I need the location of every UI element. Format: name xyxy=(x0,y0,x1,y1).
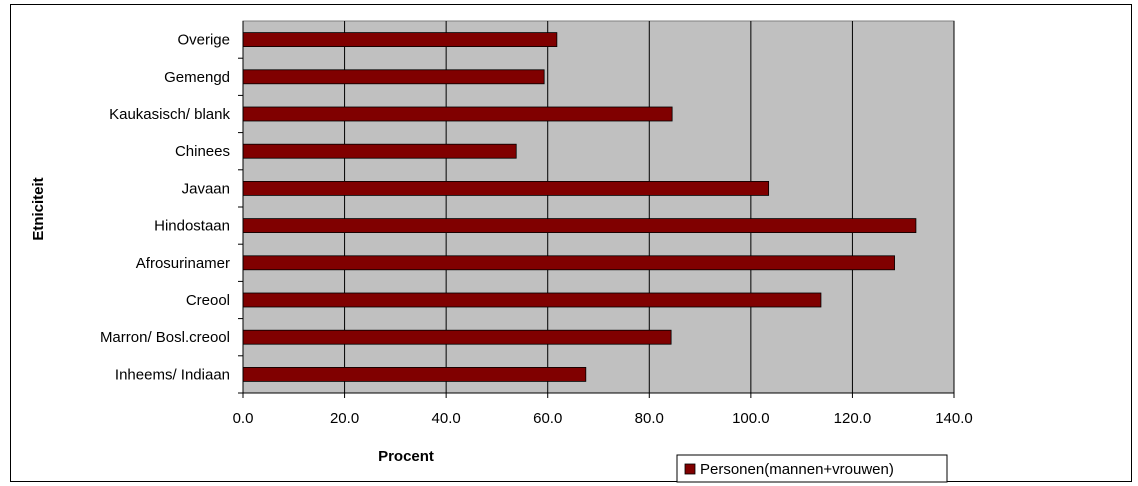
x-tick-labels: 0.0 20.0 40.0 60.0 80.0 100.0 120.0 140.0 xyxy=(233,410,973,427)
bar xyxy=(242,366,587,382)
category-label: Creool xyxy=(186,292,230,309)
bar xyxy=(242,255,895,271)
category-label: Afrosurinamer xyxy=(136,255,230,272)
bars xyxy=(242,32,917,382)
y-axis-title: Etniciteit xyxy=(30,177,47,240)
legend-label: Personen(mannen+vrouwen) xyxy=(700,461,894,478)
bar xyxy=(242,69,545,85)
bar xyxy=(242,218,917,234)
legend-swatch xyxy=(684,463,696,475)
category-label: Javaan xyxy=(182,180,230,197)
category-label: Marron/ Bosl.creool xyxy=(100,329,230,346)
category-label: Overige xyxy=(177,32,230,49)
category-label: Hindostaan xyxy=(154,218,230,235)
bar xyxy=(242,32,558,47)
bar xyxy=(242,180,770,196)
bar xyxy=(242,292,822,308)
x-tick-label: 60.0 xyxy=(533,410,562,427)
x-tick-label: 140.0 xyxy=(935,410,973,427)
x-tick-label: 120.0 xyxy=(834,410,872,427)
x-tick-label: 40.0 xyxy=(432,410,461,427)
bar xyxy=(242,329,672,345)
x-tick-label: 0.0 xyxy=(233,410,254,427)
category-label: Kaukasisch/ blank xyxy=(109,106,230,123)
category-label: Chinees xyxy=(175,143,230,160)
bar xyxy=(242,143,517,159)
legend-box xyxy=(676,454,948,483)
axes xyxy=(238,21,955,398)
category-label: Gemengd xyxy=(164,69,230,86)
legend: Personen(mannen+vrouwen) xyxy=(676,454,948,483)
x-tick-label: 80.0 xyxy=(635,410,664,427)
x-tick-label: 100.0 xyxy=(732,410,770,427)
category-labels: Inheems/ Indiaan Marron/ Bosl.creool Creoo… xyxy=(100,32,231,384)
x-tick-label: 20.0 xyxy=(330,410,359,427)
x-axis-title: Procent xyxy=(378,448,434,465)
category-label: Inheems/ Indiaan xyxy=(115,366,230,383)
bar xyxy=(242,106,673,122)
